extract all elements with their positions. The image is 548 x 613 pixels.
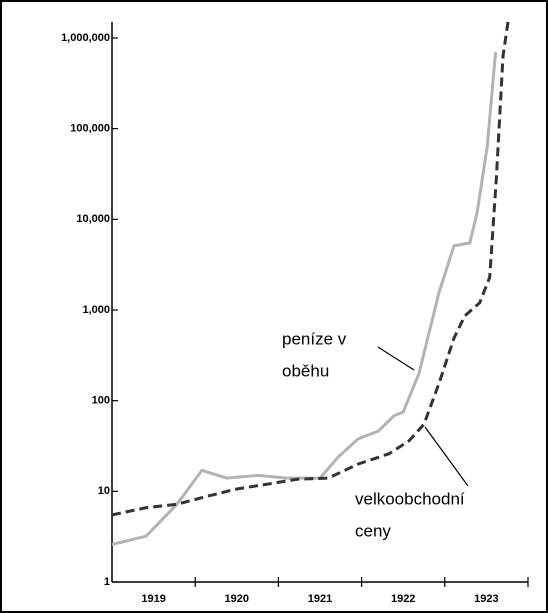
x-tick-label: 1923 <box>474 593 498 605</box>
series-line <box>111 21 510 517</box>
leader-line <box>377 346 415 371</box>
series-label: oběhu <box>282 361 329 380</box>
x-tick-label: 1922 <box>391 593 415 605</box>
y-tick-label: 10 <box>98 485 110 497</box>
series-label: velkoobchodní <box>355 489 465 508</box>
y-tick-label: 1 <box>104 576 110 588</box>
series-label: ceny <box>355 521 391 540</box>
series-line <box>111 51 498 546</box>
leader-line <box>424 426 469 487</box>
x-tick-label: 1921 <box>308 593 332 605</box>
y-tick-label: 1,000,000 <box>61 32 110 44</box>
y-tick-label: 100 <box>92 395 110 407</box>
y-tick-label: 1,000 <box>82 304 110 316</box>
x-tick-label: 1920 <box>225 593 249 605</box>
series-label: peníze v <box>282 329 347 348</box>
y-tick-label: 10,000 <box>76 213 110 225</box>
y-tick-label: 100,000 <box>70 123 110 135</box>
x-tick-label: 1919 <box>141 593 165 605</box>
